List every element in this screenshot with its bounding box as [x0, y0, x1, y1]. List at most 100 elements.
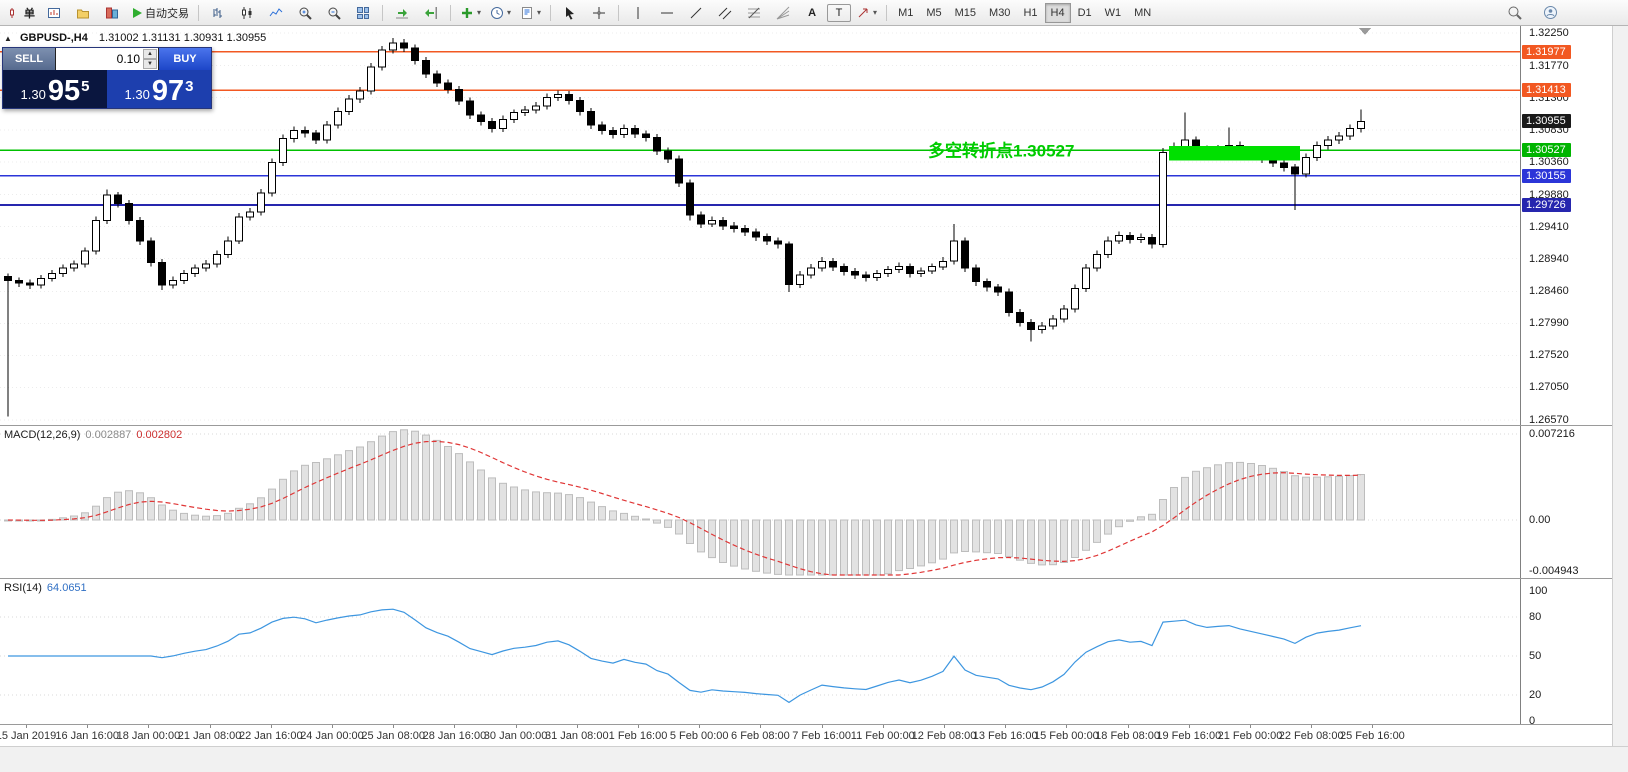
- highlight-rectangle: [1169, 146, 1300, 161]
- lot-size-input[interactable]: [56, 48, 158, 70]
- macd-main-value: 0.002887: [85, 429, 132, 441]
- timeframe-w1[interactable]: W1: [1104, 6, 1122, 19]
- gann-button[interactable]: [769, 2, 797, 24]
- vertical-line-button[interactable]: [624, 2, 652, 24]
- price-scale-label: 1.26570: [1529, 414, 1569, 425]
- zoom-in-button[interactable]: [291, 2, 319, 24]
- ohlc-label: 1.31002 1.31131 1.30931 1.30955: [98, 32, 267, 44]
- sell-price-pips: 95: [47, 75, 81, 107]
- timeframe-m5[interactable]: M5: [926, 6, 942, 19]
- new-chart-button[interactable]: [40, 2, 68, 24]
- time-tick: [1311, 725, 1313, 728]
- profiles-button[interactable]: [69, 2, 97, 24]
- sell-price[interactable]: 1.30 95 5: [3, 70, 107, 108]
- main-chart[interactable]: 多空转折点1.30527: [0, 26, 1520, 425]
- rsi-chart[interactable]: [0, 579, 1520, 724]
- candlestick-button[interactable]: [233, 2, 261, 24]
- lot-decrease-button[interactable]: ▼: [143, 59, 157, 69]
- auto-scroll-button[interactable]: [388, 2, 416, 24]
- lot-size-field: ▲ ▼: [55, 48, 159, 70]
- chart-title: ▲ GBPUSD-,H4 1.31002 1.31131 1.30931 1.3…: [4, 32, 266, 44]
- panel-collapse-icon[interactable]: ▲: [4, 34, 12, 43]
- horizontal-line-button[interactable]: [653, 2, 681, 24]
- toolbar-separator: [618, 4, 620, 21]
- periods-button[interactable]: ▾: [486, 2, 515, 24]
- time-tick: [87, 725, 89, 728]
- gann-icon: [776, 6, 790, 19]
- crosshair-button[interactable]: [585, 2, 613, 24]
- fibonacci-button[interactable]: [740, 2, 768, 24]
- arrows-icon: [858, 8, 868, 17]
- price-scale-label: 1.28460: [1529, 285, 1569, 298]
- line-chart-button[interactable]: [262, 2, 290, 24]
- one-click-trading-panel: SELL ▲ ▼ BUY 1.30 95 5 1.30: [2, 47, 212, 109]
- timeframe-m1[interactable]: M1: [898, 6, 914, 19]
- timeframe-h4[interactable]: H4: [1044, 2, 1071, 23]
- rsi-pane: RSI(14) 64.0651 100 80 50 20 0: [0, 578, 1612, 724]
- trendline-button[interactable]: [682, 2, 710, 24]
- main-chart-pane: 多空转折点1.30527 ▲ GBPUSD-,H4 1.31002 1.3113…: [0, 26, 1612, 425]
- macd-title: MACD(12,26,9) 0.002887 0.002802: [4, 429, 182, 441]
- time-tick: [1250, 725, 1251, 728]
- time-label: 7 Feb 16:00: [792, 730, 851, 742]
- autotrading-icon: [133, 7, 142, 18]
- tile-windows-button[interactable]: [349, 2, 377, 24]
- label-tool-button[interactable]: T: [827, 3, 852, 22]
- bar-chart-button[interactable]: [204, 2, 232, 24]
- toolbar-separator: [886, 4, 888, 21]
- buy-button[interactable]: BUY: [159, 48, 211, 70]
- toolbar-separator: [450, 4, 451, 21]
- time-label: 21 Jan 08:00: [177, 730, 242, 742]
- lot-increase-button[interactable]: ▲: [143, 49, 157, 59]
- timeframe-m30[interactable]: M30: [989, 6, 1011, 19]
- buy-price[interactable]: 1.30 97 3: [107, 70, 211, 108]
- chart-shift-button[interactable]: [417, 2, 445, 24]
- community-button[interactable]: [1536, 2, 1564, 24]
- rsi-value: 64.0651: [46, 582, 87, 594]
- chevron-down-icon: ▾: [507, 8, 512, 17]
- history-icon: [106, 7, 118, 18]
- chevron-down-icon: ▾: [477, 8, 482, 17]
- price-scale-label: 1.30360: [1529, 155, 1569, 168]
- periods-icon: [491, 6, 504, 19]
- tile-windows-icon: [357, 6, 369, 19]
- autotrading-button[interactable]: 自动交易: [127, 2, 193, 24]
- text-tool-button[interactable]: A: [798, 2, 826, 24]
- candlestick-icon: [242, 6, 252, 19]
- price-scale-label: 1.31770: [1529, 59, 1569, 72]
- time-tick: [944, 725, 945, 728]
- new-chart-icon: [48, 7, 60, 18]
- chart-area: 多空转折点1.30527 ▲ GBPUSD-,H4 1.31002 1.3113…: [0, 26, 1612, 746]
- search-button[interactable]: [1500, 2, 1528, 24]
- time-tick: [821, 725, 823, 728]
- macd-label: MACD(12,26,9): [4, 429, 81, 441]
- zoom-out-button[interactable]: [320, 2, 348, 24]
- sell-button[interactable]: SELL: [3, 48, 55, 70]
- arrows-button[interactable]: ▾: [852, 2, 881, 24]
- cursor-button[interactable]: [556, 2, 584, 24]
- time-label: 13 Feb 16:00: [972, 730, 1038, 742]
- chart-shift-icon: [425, 6, 437, 19]
- timeframe-mn[interactable]: MN: [1134, 6, 1152, 19]
- new-order-button[interactable]: 单: [4, 2, 39, 24]
- time-label: 18 Jan 00:00: [116, 730, 181, 742]
- timeframe-m15[interactable]: M15: [954, 6, 977, 19]
- price-tag: 1.31413: [1522, 83, 1571, 97]
- horizontal-scrollbar[interactable]: [0, 746, 1628, 772]
- price-scale[interactable]: 1.32250 1.31770 1.31300 1.30830 1.30360 1.298…: [1520, 26, 1612, 425]
- macd-scale[interactable]: 0.007216 0.00 -0.004943: [1520, 426, 1612, 578]
- indicators-button[interactable]: ▾: [456, 2, 485, 24]
- history-center-button[interactable]: [98, 2, 126, 24]
- timeframe-d1[interactable]: D1: [1077, 6, 1092, 19]
- price-scale-label: 1.29410: [1529, 220, 1569, 233]
- time-axis[interactable]: 15 Jan 2019 16 Jan 16:00 18 Jan 00:00 21 Ja…: [0, 724, 1612, 746]
- time-label: 24 Jan 00:00: [300, 730, 364, 742]
- macd-chart[interactable]: [0, 426, 1520, 578]
- rsi-scale[interactable]: 100 80 50 20 0: [1520, 579, 1612, 724]
- price-tag: 1.31977: [1522, 44, 1571, 59]
- channel-button[interactable]: [711, 2, 739, 24]
- timeframe-h1[interactable]: H1: [1023, 6, 1038, 19]
- time-label: 1 Feb 16:00: [608, 730, 668, 742]
- templates-button[interactable]: ▾: [516, 2, 545, 24]
- vertical-scrollbar[interactable]: [1612, 26, 1628, 746]
